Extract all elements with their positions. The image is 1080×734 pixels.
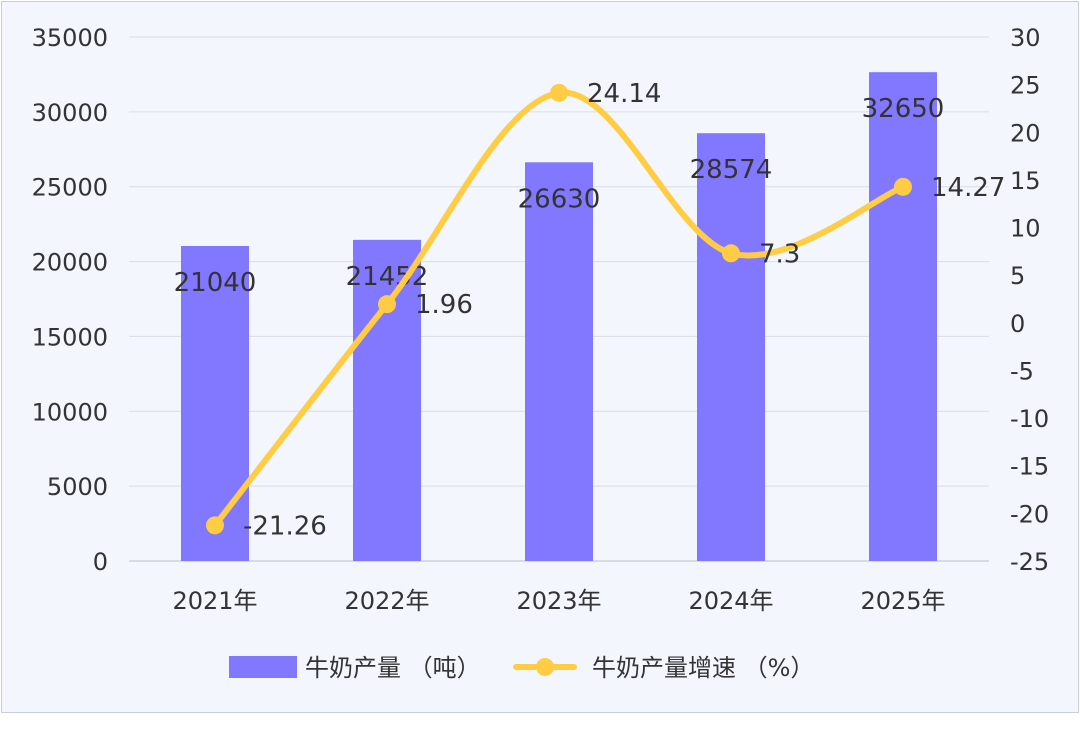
growth-value-label: 7.3 (759, 239, 800, 269)
bar-value-label: 21040 (174, 268, 257, 298)
x-axis: 2021年 2022年 2023年 2024年 2025年 (172, 587, 945, 615)
chart-frame: 21040 21452 26630 28574 32650 -21.26 1.96 24.1… (1, 1, 1079, 713)
legend-line-label: 牛奶产量增速 （%） (592, 654, 814, 682)
legend: 牛奶产量 （吨） 牛奶产量增速 （%） (229, 654, 814, 682)
right-y-tick-label: 30 (1010, 24, 1041, 52)
right-y-tick-label: -25 (1010, 548, 1049, 576)
right-y-tick-label: 20 (1010, 119, 1041, 147)
legend-line-marker (536, 658, 554, 676)
bar-2023年 (525, 162, 593, 561)
x-tick-label: 2022年 (344, 587, 429, 615)
x-tick-label: 2023年 (516, 587, 601, 615)
growth-point-2023年 (550, 83, 568, 102)
bar-2024年 (697, 133, 765, 561)
bar-value-label: 28574 (690, 155, 773, 185)
left-y-tick-label: 0 (93, 548, 108, 576)
left-y-tick-label: 35000 (32, 24, 108, 52)
growth-point-2021年 (206, 516, 224, 535)
x-tick-label: 2021年 (172, 587, 257, 615)
legend-bar-label: 牛奶产量 （吨） (305, 654, 481, 682)
left-y-tick-label: 30000 (32, 99, 108, 127)
right-y-tick-label: 5 (1010, 262, 1025, 290)
left-y-tick-label: 15000 (32, 323, 108, 351)
x-tick-label: 2025年 (860, 587, 945, 615)
growth-value-label: 1.96 (415, 290, 473, 320)
left-y-tick-label: 25000 (32, 174, 108, 202)
bar-2025年 (869, 72, 937, 561)
bars (181, 72, 937, 561)
growth-value-label: 14.27 (931, 173, 1005, 203)
right-y-tick-label: -15 (1010, 453, 1049, 481)
right-y-tick-label: 25 (1010, 72, 1041, 100)
bar-value-label: 32650 (862, 94, 945, 124)
growth-value-label: -21.26 (243, 511, 327, 541)
left-y-tick-label: 10000 (32, 398, 108, 426)
x-tick-label: 2024年 (688, 587, 773, 615)
legend-bar-swatch (229, 656, 297, 678)
right-y-tick-label: 15 (1010, 167, 1041, 195)
bar-2022年 (353, 239, 421, 561)
bar-2021年 (181, 246, 249, 561)
right-y-axis: 30 25 20 15 10 5 0 -5 -10 -15 -20 -25 (1010, 24, 1049, 576)
right-y-tick-label: 0 (1010, 310, 1025, 338)
left-y-axis: 35000 30000 25000 20000 15000 10000 5000 0 (32, 24, 108, 576)
growth-point-2022年 (378, 295, 396, 314)
left-y-tick-label: 20000 (32, 249, 108, 277)
growth-value-label: 24.14 (587, 79, 661, 109)
growth-line-layer (206, 83, 912, 535)
growth-point-2024年 (722, 244, 740, 263)
right-y-tick-label: -5 (1010, 357, 1034, 385)
growth-point-2025年 (894, 177, 912, 196)
right-y-tick-label: -10 (1010, 405, 1049, 433)
right-y-tick-label: -20 (1010, 500, 1049, 528)
line-data-labels: -21.26 1.96 24.14 7.3 14.27 (243, 79, 1005, 542)
left-y-tick-label: 5000 (47, 473, 108, 501)
right-y-tick-label: 10 (1010, 215, 1041, 243)
bar-value-label: 26630 (518, 184, 601, 214)
